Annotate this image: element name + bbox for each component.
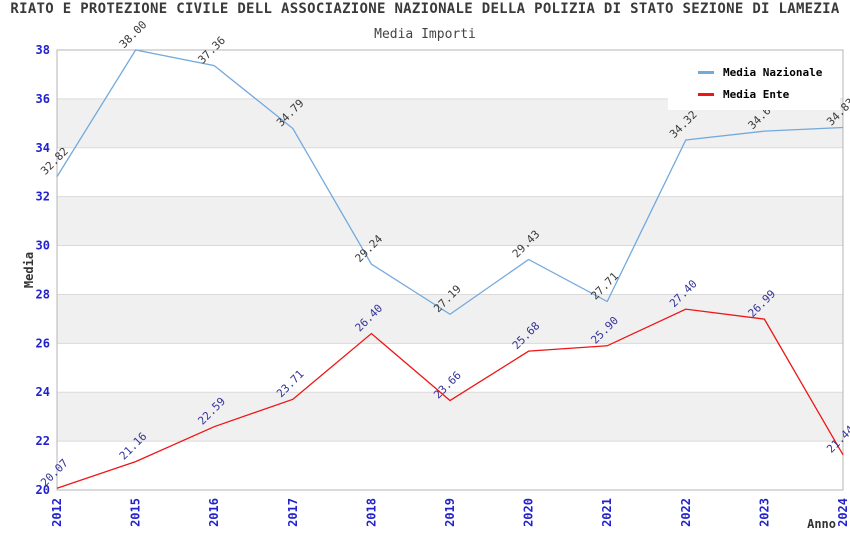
plot-border bbox=[56, 49, 844, 491]
x-tick-label: 2024 bbox=[836, 498, 850, 527]
y-tick-label: 22 bbox=[36, 434, 50, 448]
y-tick-label: 36 bbox=[36, 92, 50, 106]
grid-band bbox=[57, 196, 843, 246]
legend: Media Nazionale Media Ente bbox=[668, 56, 840, 110]
y-tick-label: 38 bbox=[36, 43, 50, 57]
grid-band bbox=[57, 392, 843, 442]
y-tick-label: 26 bbox=[36, 336, 50, 350]
x-axis-title: Anno bbox=[807, 517, 836, 531]
x-tick-label: 2012 bbox=[50, 498, 64, 527]
legend-item-media-ente: Media Ente bbox=[698, 83, 840, 105]
x-tick-label: 2023 bbox=[757, 498, 771, 527]
y-axis-title: Media bbox=[22, 252, 36, 288]
x-tick-label: 2017 bbox=[286, 498, 300, 527]
x-tick-label: 2018 bbox=[364, 498, 378, 527]
y-tick-label: 20 bbox=[36, 483, 50, 497]
series-line-media-ente bbox=[56, 308, 844, 489]
x-tick-label: 2015 bbox=[129, 498, 143, 527]
chart-subtitle: Media Importi bbox=[374, 27, 476, 42]
y-tick-label: 30 bbox=[36, 239, 50, 253]
grid-band bbox=[57, 294, 843, 344]
chart-title: RIATO E PROTEZIONE CIVILE DELL ASSOCIAZI… bbox=[10, 1, 840, 17]
media-ente-line-marker bbox=[698, 92, 714, 96]
y-tick-label: 24 bbox=[36, 385, 50, 399]
legend-item-media-nazionale: Media Nazionale bbox=[698, 61, 840, 83]
series-line-media-nazionale bbox=[56, 49, 844, 316]
y-tick-label: 34 bbox=[36, 141, 50, 155]
data-label-media-nazionale: 38.00 bbox=[117, 18, 150, 51]
media-nazionale-line-marker bbox=[698, 70, 714, 74]
x-tick-label: 2021 bbox=[600, 498, 614, 527]
x-tick-label: 2022 bbox=[679, 498, 693, 527]
x-tick-label: 2019 bbox=[443, 498, 457, 527]
legend-label: Media Ente bbox=[723, 87, 790, 101]
y-tick-label: 28 bbox=[36, 287, 50, 301]
legend-label: Media Nazionale bbox=[723, 65, 823, 79]
y-tick-label: 32 bbox=[36, 190, 50, 204]
x-tick-label: 2020 bbox=[522, 498, 536, 527]
x-tick-label: 2016 bbox=[207, 498, 221, 527]
